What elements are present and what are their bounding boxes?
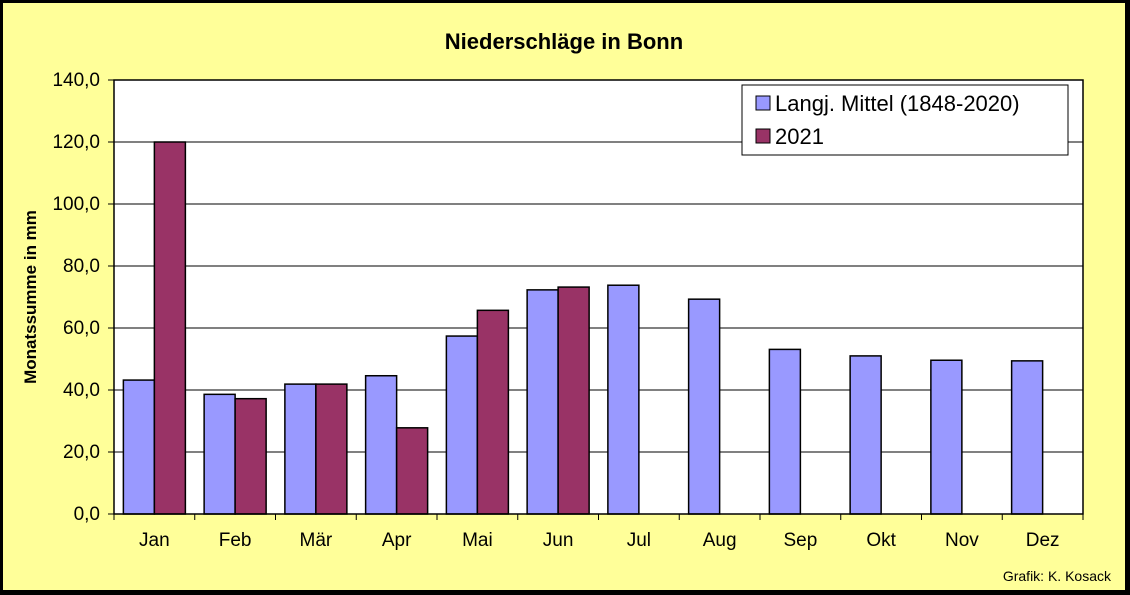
bar-mittel: [687, 298, 721, 515]
x-axis-ticks: Jan Feb Mär Apr Mai Jun Jul Aug Sep Okt Nov Dez: [113, 514, 1084, 551]
chart-svg: Niederschläge in Bonn 0,0 20,0 40,0 60,0 80,…: [21, 29, 1112, 584]
y-tick-label: 60,0: [63, 318, 100, 339]
bar-2021: [557, 286, 590, 515]
chart-title: Niederschläge in Bonn: [445, 29, 683, 54]
bar-mittel: [122, 379, 156, 515]
bar-2021: [476, 309, 510, 515]
y-tick-label: 0,0: [74, 504, 100, 525]
legend-swatch-mittel: [755, 95, 771, 111]
y-tick-label: 40,0: [63, 380, 100, 401]
x-tick-label: Sep: [783, 530, 817, 551]
bar-mittel: [849, 355, 882, 515]
bar-mittel: [445, 335, 479, 515]
x-tick-label: Mär: [300, 530, 333, 551]
y-tick-label: 80,0: [63, 256, 100, 277]
bar-mittel: [364, 374, 398, 515]
x-tick-label: Jan: [139, 530, 170, 551]
x-tick-label: Dez: [1026, 530, 1060, 551]
bar-2021: [395, 427, 429, 515]
bar-mittel: [203, 393, 236, 515]
x-tick-label: Apr: [382, 530, 412, 551]
x-tick-label: Jul: [627, 530, 651, 551]
y-tick-label: 120,0: [52, 132, 100, 153]
bar-mittel: [284, 383, 317, 515]
bar-2021: [234, 397, 267, 515]
bar-mittel: [607, 284, 640, 515]
y-axis-ticks: 0,0 20,0 40,0 60,0 80,0 100,0 120,0 140,0: [52, 70, 114, 525]
y-tick-label: 100,0: [52, 194, 100, 215]
x-tick-label: Aug: [703, 530, 737, 551]
legend-label-2021: 2021: [775, 124, 824, 149]
y-tick-label: 20,0: [63, 442, 100, 463]
x-tick-label: Nov: [945, 530, 979, 551]
x-tick-label: Okt: [866, 530, 896, 551]
x-tick-label: Feb: [219, 530, 252, 551]
legend-box: [741, 84, 1069, 156]
y-axis-label: Monatssumme in mm: [21, 210, 40, 384]
bar-2021: [153, 141, 187, 515]
credit-text: Grafik: K. Kosack: [1003, 568, 1112, 584]
bar-mittel: [526, 289, 559, 515]
y-tick-label: 140,0: [52, 70, 100, 91]
bar-2021: [315, 383, 348, 515]
bar-mittel: [768, 348, 802, 515]
legend-swatch-2021: [755, 128, 771, 144]
legend-label-mittel: Langj. Mittel (1848-2020): [775, 91, 1020, 116]
bar-mittel: [1010, 360, 1044, 515]
bars: [122, 141, 1044, 515]
legend: Langj. Mittel (1848-2020) 2021: [741, 84, 1069, 156]
x-tick-label: Mai: [462, 530, 493, 551]
bar-mittel: [930, 359, 963, 515]
x-tick-label: Jun: [543, 530, 574, 551]
